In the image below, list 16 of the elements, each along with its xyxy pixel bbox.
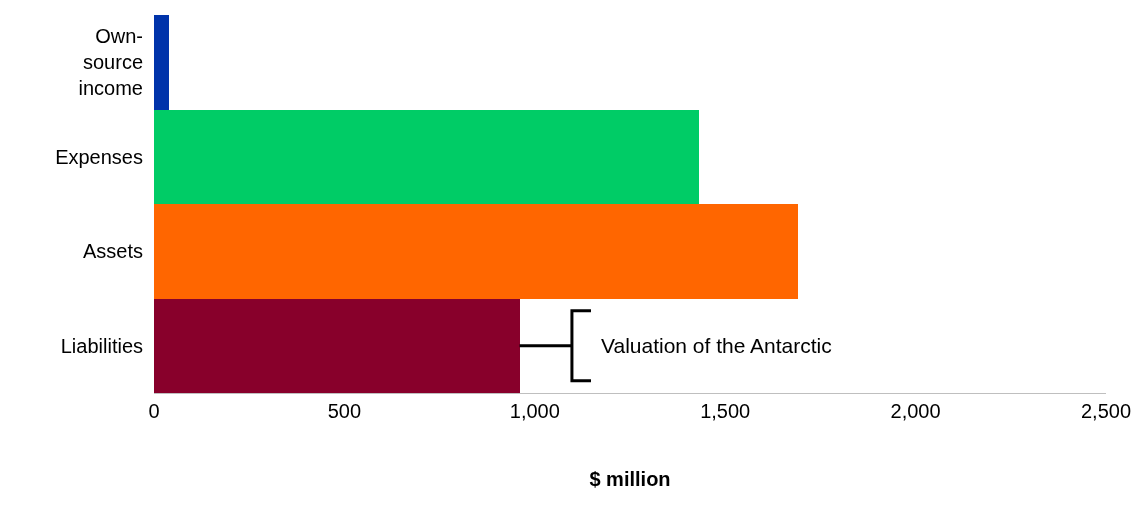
x-tick-label: 1,500 xyxy=(700,400,751,422)
y-tick-label: Liabilities xyxy=(60,334,143,357)
bar xyxy=(154,15,169,110)
y-tick-label: Expenses xyxy=(55,145,143,168)
bar xyxy=(154,204,798,299)
x-tick-label: 500 xyxy=(327,400,362,422)
x-tick-label: 2,500 xyxy=(1080,400,1132,422)
y-tick-label: Own-source income xyxy=(78,25,143,100)
x-axis-title: $ million xyxy=(589,467,671,490)
annotation: Valuation of the Antarctic xyxy=(601,334,832,357)
x-tick-label: 0 xyxy=(148,400,160,422)
bar xyxy=(154,299,520,393)
x-tick-label: 2,000 xyxy=(890,400,941,422)
y-tick-label: Assets xyxy=(82,240,143,263)
bar xyxy=(154,110,699,204)
x-tick-label: 1,000 xyxy=(509,400,560,422)
